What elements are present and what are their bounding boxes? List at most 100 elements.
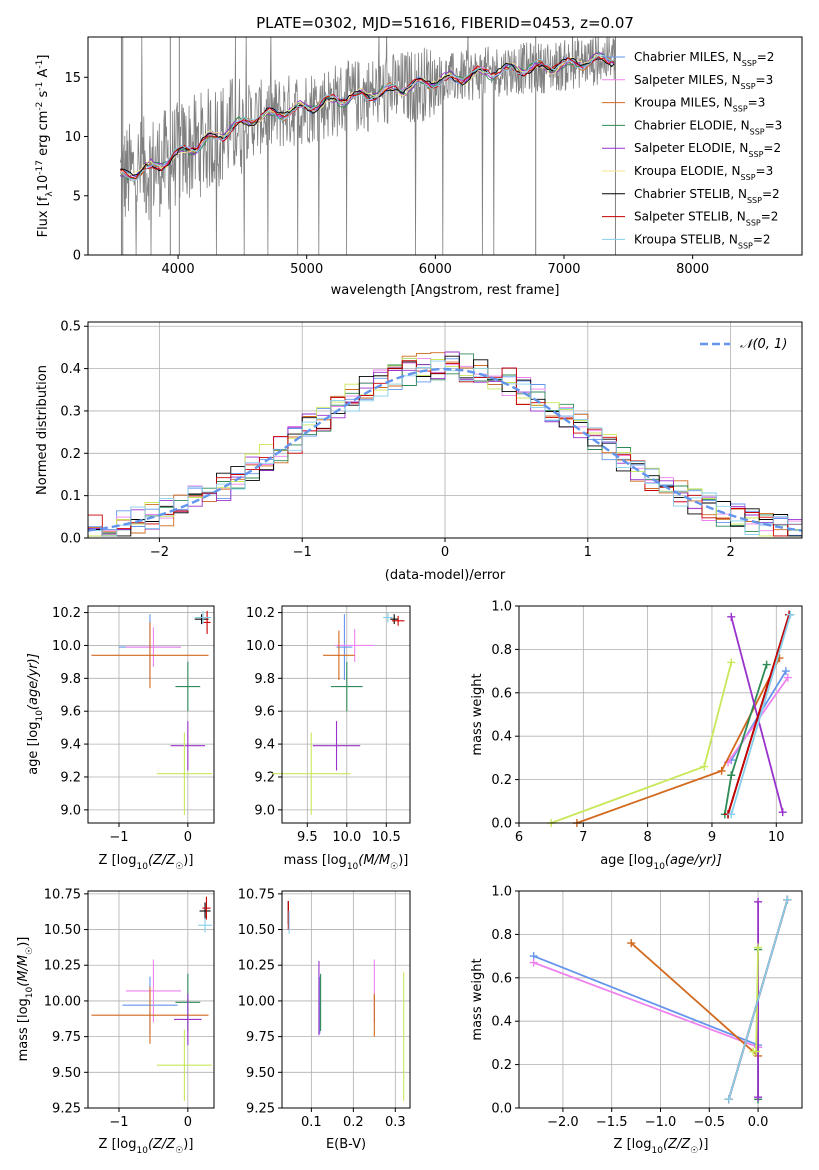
error-bar-point: [125, 627, 181, 667]
axes-age-vs-Z: −1 09.09.29.49.69.810.010.2Z [log10(Z/Z☉)…: [26, 605, 215, 872]
y-axis-label-part: 10: [36, 175, 51, 192]
weight-series-line: [727, 899, 789, 1100]
x-tick-label: −1.5: [596, 1115, 628, 1130]
weight-series-line: [730, 616, 784, 813]
y-tick-label: 9.75: [246, 1030, 275, 1045]
legend-entry-part: Salpeter MILES, N: [634, 73, 741, 87]
error-bar-point: [334, 629, 375, 662]
error-bar-point: [312, 721, 361, 771]
y-axis-label-part: Flux [f: [36, 196, 51, 237]
error-bar-point: [271, 732, 351, 815]
y-tick-label: 9.25: [246, 1102, 275, 1117]
axes-frame: [87, 890, 215, 1109]
y-tick-label: 10.50: [238, 923, 275, 938]
legend-entry: Chabrier STELIB, NSSP=2: [634, 187, 780, 205]
error-bar-point: [170, 721, 206, 771]
spectrum-plot-area: [119, 37, 616, 255]
y-tick-label: 9.50: [52, 1066, 81, 1081]
x-tick-label: 10: [768, 830, 785, 845]
x-tick-label: 6000: [419, 262, 452, 277]
y-tick-label: 9.50: [246, 1066, 275, 1081]
error-bar-point: [383, 612, 393, 623]
x-axis-label-part: )]: [698, 1137, 708, 1152]
weight-series-line: [730, 614, 792, 815]
legend-entry-part: =2: [762, 187, 780, 201]
legend-entry-part: =2: [753, 232, 771, 246]
y-tick-label: 10.2: [246, 606, 275, 621]
legend-entry: 𝒩(0, 1): [740, 337, 787, 352]
y-axis-label-part: λ: [45, 191, 55, 197]
weight-series-line: [533, 955, 759, 1046]
y-axis-label-part: -17: [35, 160, 45, 175]
error-bar-point: [91, 622, 209, 689]
legend-entry-part: =2: [757, 50, 775, 64]
x-tick-label: 4000: [162, 262, 195, 277]
legend-entry-part: Chabrier ELODIE, N: [634, 118, 750, 132]
y-tick-label: 10: [64, 130, 81, 145]
legend-entry-part: =2: [761, 210, 779, 224]
y-tick-label: 0.1: [60, 489, 81, 504]
x-tick-label: 6: [515, 830, 523, 845]
x-axis-label: age [log10(age/yr)]: [600, 853, 722, 872]
weight-point-marker: [727, 810, 736, 819]
x-axis-label-part: )]: [398, 853, 408, 868]
y-axis-label: mass weight: [470, 958, 485, 1040]
x-tick-label: 7: [579, 830, 587, 845]
error-bar-point: [199, 902, 211, 920]
legend-entry-part: =3: [756, 164, 774, 178]
x-axis-label-part: mass [log: [284, 853, 347, 868]
error-bar-point: [194, 610, 212, 625]
model-spectrum-line: [120, 54, 615, 182]
error-bar-point: [194, 614, 209, 625]
weight-point-marker: [727, 658, 736, 667]
y-tick-label: 9.8: [60, 672, 81, 687]
legend-entry-part: Kroupa STELIB, N: [634, 232, 738, 246]
y-tick-label: 10.75: [238, 887, 275, 902]
error-bar-point: [391, 615, 405, 626]
x-tick-label: 0.0: [748, 1115, 769, 1130]
weight-point-marker: [749, 1047, 758, 1056]
error-bar-point: [91, 986, 209, 1044]
x-axis-label-part: 10: [136, 862, 148, 872]
x-axis-label-part: 10: [651, 1146, 663, 1156]
legend-entry: Kroupa ELODIE, NSSP=3: [634, 164, 773, 182]
y-tick-label: 9.2: [254, 770, 275, 785]
x-tick-label: 0.2: [343, 1115, 364, 1130]
weight-series-line: [723, 664, 768, 815]
y-tick-label: 9.0: [60, 803, 81, 818]
legend-entry: Chabrier ELODIE, NSSP=3: [634, 118, 782, 136]
x-tick-label: 7000: [547, 262, 580, 277]
y-tick-label: 15: [64, 71, 81, 86]
y-axis-label: mass weight: [470, 673, 485, 755]
x-tick-label: 0: [184, 830, 192, 845]
y-tick-label: 0.2: [491, 773, 512, 788]
y-axis-label-part: ☉: [25, 947, 35, 955]
axes-residuals: −2 −1 0 1 2 0.0 0.1 0.2 0.3 0.4 0.5 𝒩(0, 1) (data-mo…: [35, 320, 803, 583]
x-tick-label: −1: [109, 1115, 128, 1130]
axes-frame: [87, 605, 215, 824]
axes-mass-vs-EBV: 0.1 0.2 0.3 9.25 9.50 9.75 10.00 10.25 10.50 10.7…: [238, 887, 411, 1152]
chart-title: PLATE=0302, MJD=51616, FIBERID=0453, z=0…: [256, 14, 634, 32]
y-axis-label-part: (age/yr)]: [26, 653, 41, 710]
error-bar-point: [203, 610, 211, 634]
weight-point-marker: [781, 667, 790, 676]
y-axis-label-part: -1: [35, 60, 45, 69]
x-axis-label-part: 10: [136, 1146, 148, 1156]
x-axis-label-part: Z [log: [99, 853, 137, 868]
weight-point-marker: [627, 939, 636, 948]
x-tick-label: 0.1: [301, 1115, 322, 1130]
x-tick-label: −0.5: [694, 1115, 726, 1130]
x-tick-label: −1: [293, 545, 312, 560]
weight-point-marker: [778, 808, 787, 817]
x-axis-label: (data-model)/error: [385, 568, 506, 583]
axes-mass-vs-Z: −1 0 9.25 9.50 9.75 10.00 10.25 10.50 10.75 Z [lo…: [16, 887, 215, 1156]
x-tick-label: −1.0: [645, 1115, 677, 1130]
weight-point-marker: [754, 1093, 763, 1102]
y-tick-label: 10.25: [44, 959, 81, 974]
x-tick-label: 5000: [290, 262, 323, 277]
weight-point-marker: [700, 762, 709, 771]
y-tick-label: 10.0: [246, 639, 275, 654]
y-tick-label: 0.0: [491, 1102, 512, 1117]
